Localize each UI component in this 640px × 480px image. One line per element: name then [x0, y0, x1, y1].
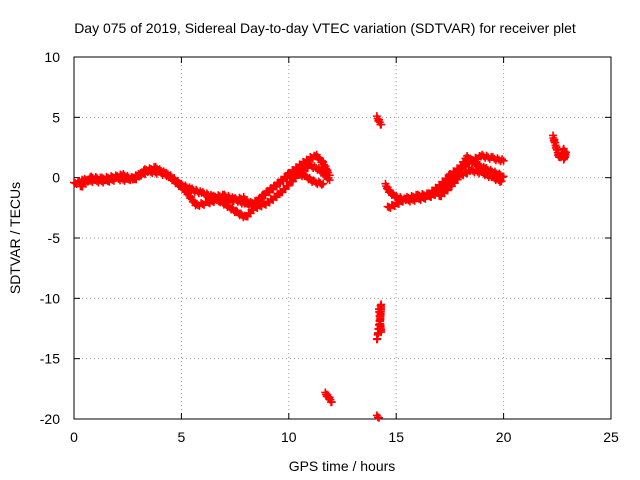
axis-ticks: 0 5 10 15 20 25 -20 -15 -10 -5 0 5 10: [40, 49, 619, 445]
data-point: [499, 172, 508, 181]
x-tick-label: 5: [178, 429, 186, 445]
series-cluster-22.5: [549, 131, 570, 164]
x-tick-label: 10: [281, 429, 297, 445]
data-point: [375, 413, 384, 422]
x-tick-label: 20: [496, 429, 512, 445]
y-tick-label: -5: [48, 230, 61, 246]
chart-title: Day 075 of 2019, Sidereal Day-to-day VTE…: [74, 20, 576, 36]
data-point: [318, 156, 327, 165]
y-tick-label: -20: [40, 411, 60, 427]
data-point: [317, 180, 326, 189]
y-tick-label: 10: [44, 49, 60, 65]
data-points: [70, 112, 570, 422]
y-tick-label: 0: [52, 170, 60, 186]
data-point: [460, 157, 469, 166]
data-point: [325, 176, 334, 185]
data-point: [559, 155, 568, 164]
y-tick-label: -10: [40, 290, 60, 306]
series-track-3: [203, 167, 328, 210]
y-tick-label: -15: [40, 351, 60, 367]
data-point: [497, 177, 506, 186]
data-point: [327, 398, 336, 407]
data-point: [498, 155, 507, 164]
series-track-6: [435, 165, 506, 201]
data-point: [319, 179, 328, 188]
x-tick-label: 0: [70, 429, 78, 445]
data-point: [284, 181, 293, 190]
series-cluster-14.1: [372, 112, 386, 422]
x-axis-label: GPS time / hours: [289, 458, 396, 474]
grid-lines: [74, 57, 611, 419]
data-point: [256, 195, 265, 204]
x-tick-label: 15: [388, 429, 404, 445]
data-point: [377, 328, 386, 337]
data-point: [377, 120, 386, 129]
y-tick-label: 5: [52, 109, 60, 125]
data-point: [499, 156, 508, 165]
series-track-5: [383, 151, 508, 212]
series-cluster-11.8: [321, 388, 336, 407]
data-point: [443, 174, 452, 183]
x-tick-label: 25: [603, 429, 619, 445]
y-axis-label: SDTVAR / TECUs: [7, 182, 23, 294]
